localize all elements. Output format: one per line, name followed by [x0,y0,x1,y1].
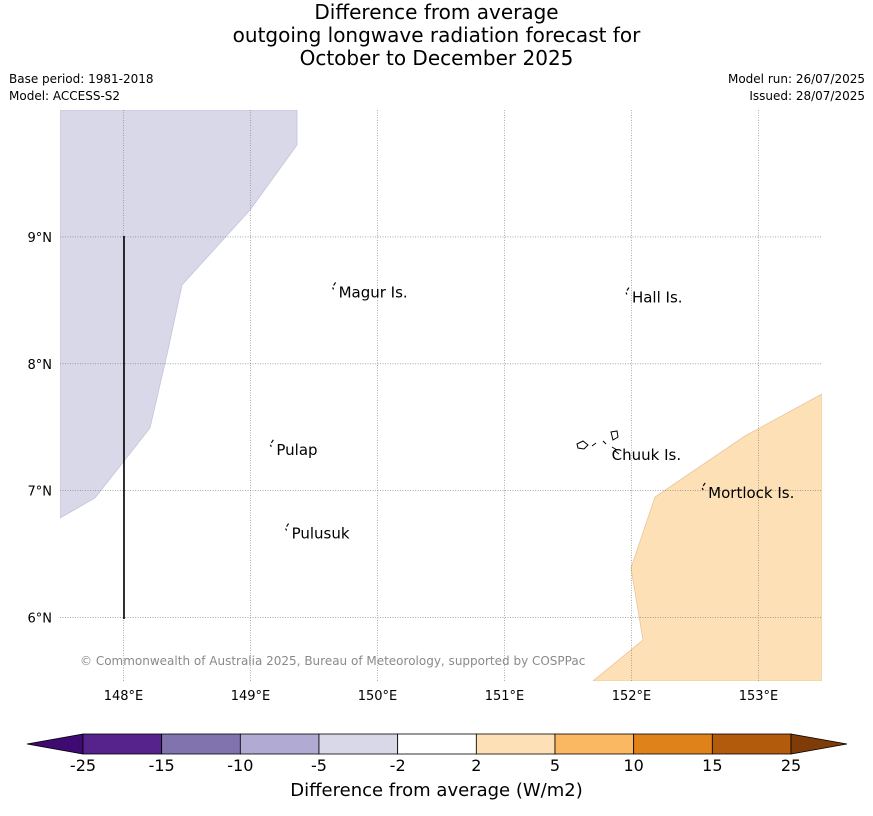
place-label: Magur Is. [339,283,408,301]
colorbar-segment [554,733,635,755]
colorbar-extend-high [790,733,848,755]
lon-tick-label: 152°E [612,689,652,704]
place-label: Hall Is. [632,289,683,307]
colorbar-segment [318,733,399,755]
colorbar-tick-label: -10 [227,756,254,775]
chuuk-lagoon-icon [576,430,620,455]
place-labels: Magur Is. Hall Is. Pulap Chuuk Is. Mortlock … [276,283,794,542]
colorbar-tick-label: -15 [148,756,175,775]
colorbar-tick-label: -25 [69,756,97,775]
lon-tick-label: 149°E [231,689,271,704]
place-label: Pulusuk [292,525,350,543]
colorbar-segment [161,733,241,755]
lon-tick-label: 151°E [485,689,525,704]
lat-tick-label: 7°N [28,485,53,500]
island-marker [269,439,274,448]
island-markers [269,282,706,531]
model-run-text: Model run: 26/07/2025 [727,72,865,86]
latitude-tick-labels: 6°N 7°N 8°N 9°N [28,231,53,627]
colorbar-tick-label: 2 [471,756,482,775]
place-label: Mortlock Is. [708,484,794,502]
issued-text: Issued: 28/07/2025 [749,89,865,103]
place-label: Chuuk Is. [612,446,681,464]
colorbar-segment [82,733,163,755]
colorbar-tick-label: 5 [549,756,561,775]
colorbar-tick-label: -5 [311,756,327,775]
lon-tick-label: 150°E [358,689,398,704]
lon-tick-label: 148°E [104,689,144,704]
colorbar-tick-label: -2 [389,756,406,775]
base-period-text: Base period: 1981-2018 [9,72,154,86]
colorbar-tick-label: 15 [702,756,723,775]
lat-tick-label: 8°N [28,358,53,373]
island-marker [332,282,337,290]
positive-anomaly-region [592,393,822,681]
chart-title-line-3: October to December 2025 [299,46,574,70]
model-text: Model: ACCESS-S2 [9,89,121,103]
negative-anomaly-region [60,110,298,519]
colorbar-tick-label: 10 [623,756,644,775]
longitude-tick-labels: 148°E 149°E 150°E 151°E 152°E 153°E [104,689,779,704]
island-marker [285,523,290,531]
colorbar-label: Difference from average (W/m2) [290,780,583,801]
island-marker [701,482,706,491]
colorbar-tick-label: 25 [780,756,802,775]
lat-tick-label: 9°N [28,231,53,246]
colorbar-extend-low [26,733,84,755]
colorbar-segment [711,733,792,755]
chart-title-line-2: outgoing longwave radiation forecast for [232,23,641,47]
lat-tick-label: 6°N [28,612,53,627]
colorbar-segment [239,733,320,755]
colorbar-segment [475,733,556,755]
colorbar [26,733,848,755]
copyright-text: © Commonwealth of Australia 2025, Bureau… [80,654,585,668]
chart-title-line-1: Difference from average [314,0,559,24]
lon-tick-label: 153°E [739,689,779,704]
colorbar-segment [633,733,713,755]
colorbar-segment [397,733,477,755]
island-marker [625,287,630,295]
place-label: Pulap [276,441,317,459]
